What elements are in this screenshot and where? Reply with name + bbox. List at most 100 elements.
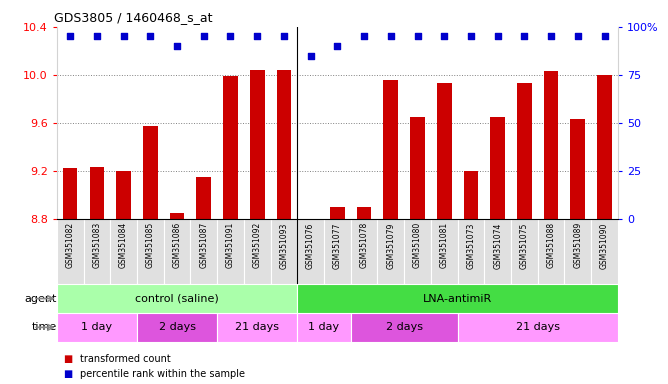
- Text: GSM351092: GSM351092: [253, 222, 262, 268]
- Bar: [517, 83, 532, 219]
- Point: [118, 33, 129, 40]
- Bar: [404, 219, 431, 284]
- Text: GSM351078: GSM351078: [359, 222, 369, 268]
- Bar: [190, 219, 217, 284]
- Text: GSM351082: GSM351082: [65, 222, 75, 268]
- Bar: [351, 219, 377, 284]
- Bar: [564, 219, 591, 284]
- Bar: [63, 169, 77, 219]
- Text: GSM351077: GSM351077: [333, 222, 342, 268]
- Bar: [351, 313, 458, 342]
- Bar: [170, 213, 184, 219]
- Point: [572, 33, 583, 40]
- Point: [385, 33, 396, 40]
- Text: 21 days: 21 days: [235, 322, 279, 333]
- Point: [252, 33, 263, 40]
- Text: 1 day: 1 day: [81, 322, 112, 333]
- Bar: [431, 219, 458, 284]
- Bar: [324, 219, 351, 284]
- Text: GSM351081: GSM351081: [440, 222, 449, 268]
- Bar: [490, 117, 505, 219]
- Text: LNA-antimiR: LNA-antimiR: [423, 293, 492, 304]
- Bar: [164, 219, 190, 284]
- Bar: [437, 83, 452, 219]
- Bar: [458, 313, 618, 342]
- Bar: [143, 126, 158, 219]
- Text: ■: ■: [63, 354, 73, 364]
- Bar: [330, 207, 345, 219]
- Text: GSM351073: GSM351073: [466, 222, 476, 268]
- Bar: [464, 171, 478, 219]
- Text: GSM351074: GSM351074: [493, 222, 502, 268]
- Text: percentile rank within the sample: percentile rank within the sample: [80, 369, 245, 379]
- Bar: [244, 219, 271, 284]
- Point: [225, 33, 236, 40]
- Bar: [297, 313, 351, 342]
- Point: [198, 33, 209, 40]
- Text: GDS3805 / 1460468_s_at: GDS3805 / 1460468_s_at: [54, 11, 212, 24]
- Bar: [377, 219, 404, 284]
- Bar: [57, 313, 137, 342]
- Point: [305, 53, 316, 59]
- Text: GSM351091: GSM351091: [226, 222, 235, 268]
- Bar: [277, 70, 291, 219]
- Bar: [297, 284, 618, 313]
- Point: [145, 33, 156, 40]
- Bar: [137, 313, 217, 342]
- Bar: [410, 117, 425, 219]
- Point: [439, 33, 450, 40]
- Text: control (saline): control (saline): [135, 293, 219, 304]
- Text: 1 day: 1 day: [309, 322, 339, 333]
- Bar: [217, 219, 244, 284]
- Bar: [591, 219, 618, 284]
- Text: GSM351088: GSM351088: [546, 222, 556, 268]
- Bar: [458, 219, 484, 284]
- Text: GSM351087: GSM351087: [199, 222, 208, 268]
- Bar: [137, 219, 164, 284]
- Point: [546, 33, 556, 40]
- Point: [466, 33, 476, 40]
- Text: time: time: [31, 322, 57, 333]
- Point: [492, 33, 503, 40]
- Bar: [223, 76, 238, 219]
- Bar: [110, 219, 137, 284]
- Bar: [511, 219, 538, 284]
- Text: GSM351079: GSM351079: [386, 222, 395, 268]
- Bar: [250, 70, 265, 219]
- Point: [172, 43, 182, 49]
- Text: agent: agent: [25, 293, 57, 304]
- Text: GSM351093: GSM351093: [279, 222, 289, 268]
- Bar: [90, 167, 104, 219]
- Text: GSM351090: GSM351090: [600, 222, 609, 268]
- Bar: [297, 219, 324, 284]
- Text: GSM351080: GSM351080: [413, 222, 422, 268]
- Text: ■: ■: [63, 369, 73, 379]
- Text: GSM351083: GSM351083: [92, 222, 102, 268]
- Bar: [196, 177, 211, 219]
- Text: 2 days: 2 days: [385, 322, 423, 333]
- Bar: [84, 219, 110, 284]
- Point: [92, 33, 102, 40]
- Bar: [544, 71, 558, 219]
- Bar: [484, 219, 511, 284]
- Point: [279, 33, 289, 40]
- Bar: [570, 119, 585, 219]
- Bar: [357, 207, 371, 219]
- Text: GSM351086: GSM351086: [172, 222, 182, 268]
- Point: [359, 33, 369, 40]
- Point: [599, 33, 610, 40]
- Bar: [271, 219, 297, 284]
- Text: GSM351075: GSM351075: [520, 222, 529, 268]
- Bar: [383, 80, 398, 219]
- Text: transformed count: transformed count: [80, 354, 171, 364]
- Point: [519, 33, 530, 40]
- Point: [332, 43, 343, 49]
- Bar: [57, 284, 297, 313]
- Text: GSM351076: GSM351076: [306, 222, 315, 268]
- Point: [65, 33, 75, 40]
- Point: [412, 33, 423, 40]
- Text: 2 days: 2 days: [158, 322, 196, 333]
- Bar: [57, 219, 84, 284]
- Bar: [538, 219, 564, 284]
- Bar: [597, 75, 612, 219]
